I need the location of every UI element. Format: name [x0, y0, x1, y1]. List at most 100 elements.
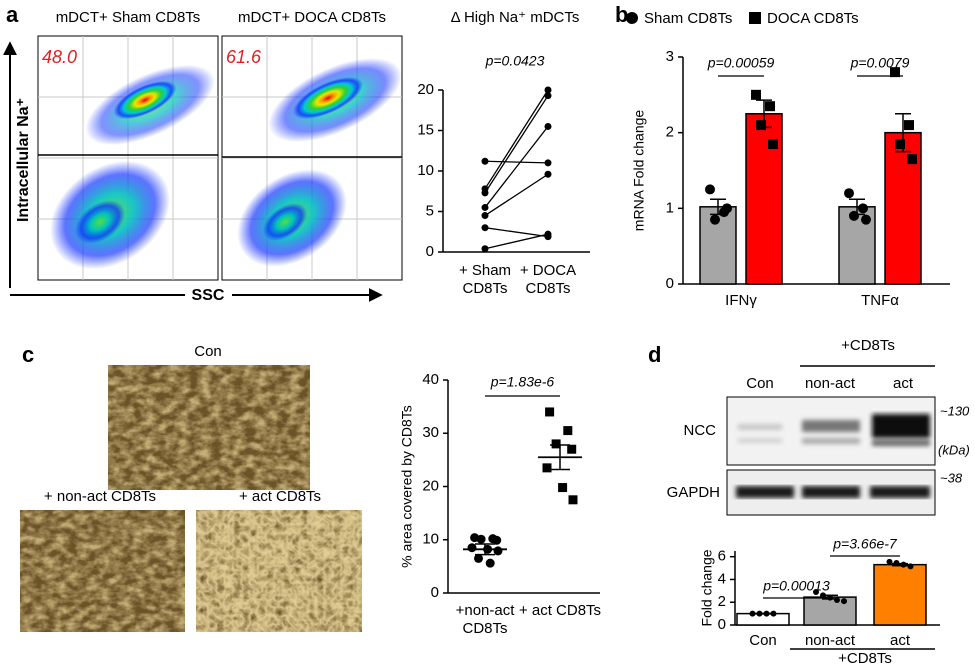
lane-label: Con — [746, 375, 774, 392]
image-label: + non-act CD8Ts — [44, 488, 156, 505]
lane-label: non-act — [805, 375, 856, 392]
y-tick-label: 2 — [718, 593, 726, 610]
x-tick-label: TNFα — [861, 292, 899, 309]
y-tick-label: 10 — [417, 162, 434, 179]
point — [563, 426, 573, 436]
y-tick-label: 20 — [417, 81, 434, 98]
treatment-label: +CD8Ts — [841, 337, 895, 354]
point — [476, 534, 486, 544]
point — [904, 120, 914, 131]
band-label: GAPDH — [667, 484, 720, 501]
population — [292, 76, 364, 120]
legend-marker — [749, 12, 761, 24]
point — [558, 483, 568, 493]
point — [813, 588, 819, 595]
point — [481, 203, 489, 211]
pair-line — [484, 160, 549, 164]
point — [544, 92, 552, 100]
y-tick-label: 5 — [426, 202, 434, 219]
marker-label: ~130 — [940, 403, 970, 418]
population — [262, 203, 308, 241]
legend-label: Sham CD8Ts — [644, 10, 732, 27]
point — [763, 610, 770, 617]
point — [890, 67, 900, 78]
annotation: p=3.66e-7 — [832, 536, 898, 552]
point — [544, 230, 552, 238]
ncc-bands — [738, 414, 930, 446]
point — [474, 553, 483, 563]
flow-x-label: SSC — [192, 287, 225, 304]
point — [544, 170, 552, 178]
point — [542, 463, 552, 473]
flow-plot: 48.0 mDCT+ Sham CD8Ts — [37, 9, 219, 281]
micrograph-texture — [108, 365, 310, 490]
marker-label: ~38 — [940, 470, 963, 485]
x-tick-label: IFNγ — [725, 292, 757, 309]
point — [770, 610, 777, 617]
point — [841, 598, 847, 605]
point — [481, 224, 489, 232]
annotation: p=0.00013 — [762, 578, 830, 594]
x-tick-label: +non-act CD8Ts — [455, 602, 515, 637]
x-tick-label: non-act — [805, 632, 856, 649]
gate-value: 61.6 — [226, 47, 262, 67]
bar — [873, 563, 927, 626]
point — [705, 184, 715, 195]
annotation: p=1.83e-6 — [490, 374, 555, 390]
bar — [736, 612, 790, 626]
x-tick-label: act — [890, 632, 911, 649]
group-label: +CD8Ts — [838, 650, 892, 665]
point — [544, 122, 552, 130]
point — [751, 89, 761, 100]
point — [907, 563, 914, 570]
pair-line — [484, 233, 549, 250]
image-label: + act CD8Ts — [239, 488, 321, 505]
point — [765, 101, 775, 112]
x-tick-label: + act CD8Ts — [518, 602, 602, 619]
y-tick-label: 6 — [718, 548, 726, 565]
point — [485, 558, 495, 568]
point — [756, 120, 766, 131]
micrograph-texture — [196, 510, 362, 632]
point — [768, 139, 778, 150]
legend-marker — [626, 12, 638, 24]
panel-label: c — [22, 342, 34, 367]
point — [481, 189, 489, 197]
y-axis-label: Fold change — [699, 549, 715, 626]
panel-label: b — [615, 2, 628, 27]
y-tick-label: 1 — [666, 199, 674, 216]
y-tick-label: 0 — [426, 243, 434, 260]
point — [893, 559, 900, 566]
pair-line — [484, 173, 549, 217]
micrograph-texture — [20, 510, 185, 632]
point — [895, 139, 905, 150]
legend-label: DOCA CD8Ts — [767, 10, 859, 27]
point — [749, 610, 756, 617]
point — [756, 610, 763, 617]
population — [74, 200, 126, 244]
y-tick-label: 4 — [718, 570, 726, 587]
point — [545, 407, 555, 417]
lane-label: act — [893, 375, 914, 392]
y-tick-label: 3 — [666, 48, 674, 65]
flow-y-label: Intracellular Na⁺ — [15, 98, 32, 222]
point — [861, 214, 871, 225]
x-tick-label: Con — [749, 632, 777, 649]
point — [568, 495, 578, 505]
point — [886, 558, 893, 565]
annotation: p=0.00059 — [707, 55, 775, 71]
panel-label: d — [648, 342, 661, 367]
point — [834, 596, 840, 603]
band-label: NCC — [684, 422, 717, 439]
point — [481, 212, 489, 220]
point — [820, 592, 826, 599]
y-axis-label: % area covered by CD8Ts — [399, 405, 415, 568]
point — [492, 535, 502, 545]
point — [858, 203, 868, 214]
point — [567, 444, 577, 454]
y-tick-label: 40 — [422, 371, 439, 388]
flow-title: mDCT+ Sham CD8Ts — [56, 9, 201, 26]
